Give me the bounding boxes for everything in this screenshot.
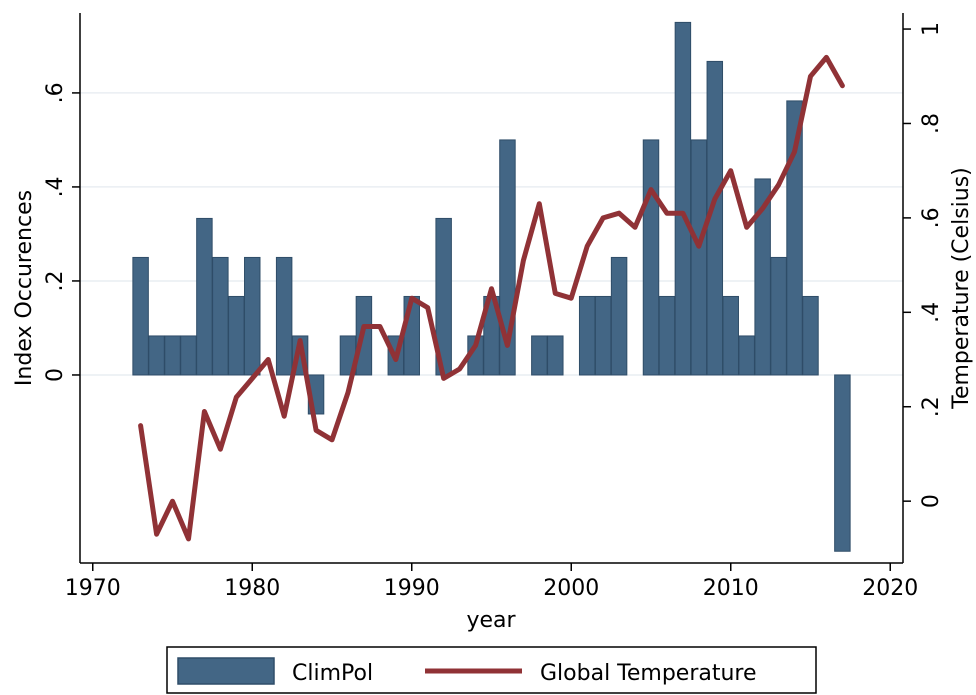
right-tick-label-4: .8 [919,113,944,134]
bar-1978 [212,256,229,376]
bar-2014 [786,100,803,376]
x-axis-ticks: 1970 1980 1990 2000 2010 2020 [65,563,918,601]
x-tick-label-1970: 1970 [65,576,121,601]
left-tick-label-0: 0 [43,368,68,382]
bar-1982 [275,256,293,376]
bar-2013 [770,256,787,376]
x-axis-title: year [466,608,516,633]
right-tick-label-5: 1 [919,22,944,36]
bar-2011 [738,335,755,376]
bar-1973 [132,256,149,376]
right-tick-label-2: .4 [919,302,944,323]
bar-1980 [244,256,261,376]
legend-label-climpol: ClimPol [292,661,373,686]
bar-1999 [547,335,564,376]
right-tick-label-0: 0 [919,494,944,508]
bar-1976 [180,335,197,376]
bar-2007 [674,21,692,376]
x-tick-label-2020: 2020 [862,576,918,601]
bar-1998 [531,335,548,376]
bar-2017 [834,374,851,552]
climpol-bars [132,21,851,552]
bar-1979 [228,295,245,376]
bar-2008 [690,139,708,376]
legend-swatch-climpol [177,657,275,685]
x-tick-label-1990: 1990 [384,576,440,601]
bar-2010 [722,295,739,376]
x-tick-label-2000: 2000 [543,576,599,601]
bar-2001 [578,295,596,376]
bar-2005 [642,139,660,376]
bar-1974 [148,335,165,376]
left-tick-label-1: .2 [43,270,68,291]
right-axis-title: Temperature (Celsius) [949,167,974,410]
left-axis-title: Index Occurences [12,190,37,386]
bar-2006 [658,295,676,376]
left-tick-label-2: .4 [43,176,68,197]
bar-1977 [196,217,213,376]
x-tick-label-1980: 1980 [224,576,280,601]
left-tick-label-3: .6 [43,82,68,103]
legend: ClimPol Global Temperature [166,646,817,694]
legend-label-global-temperature: Global Temperature [540,661,757,686]
left-axis-ticks: 0 .2 .4 .6 [43,82,80,382]
bar-2003 [610,256,628,376]
global-temperature-line [138,54,845,542]
x-tick-label-2010: 2010 [703,576,759,601]
right-axis-ticks: 0 .2 .4 .6 .8 1 [903,22,944,508]
right-tick-label-3: .6 [919,207,944,228]
bar-2015 [802,295,819,376]
bar-1975 [164,335,181,376]
right-tick-label-1: .2 [919,396,944,417]
bar-2002 [594,295,612,376]
